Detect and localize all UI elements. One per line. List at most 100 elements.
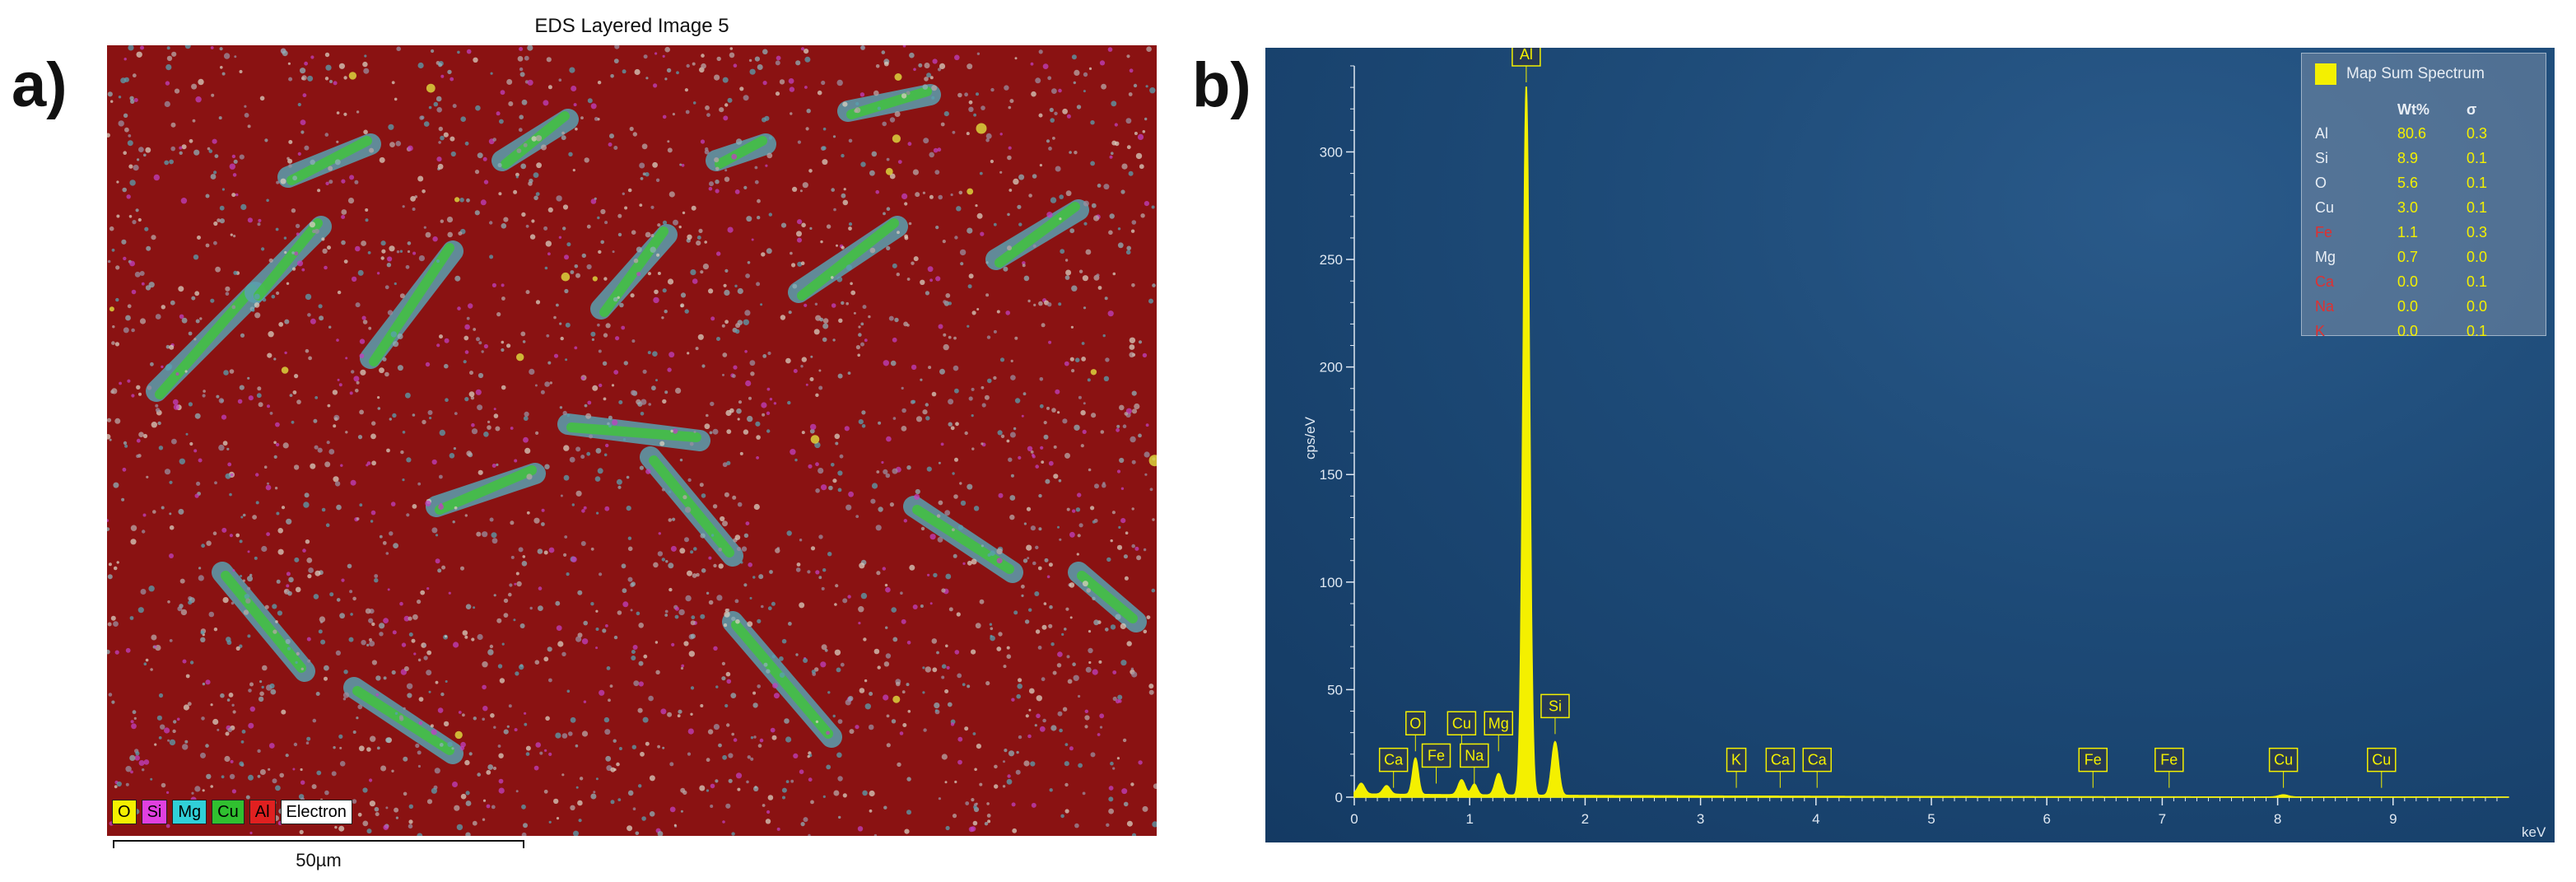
results-wt: 5.6 xyxy=(2397,174,2419,191)
peak-label-box xyxy=(1540,693,1570,719)
peak-label-text: Si xyxy=(1549,698,1562,714)
x-tick-label: 0 xyxy=(1350,811,1358,827)
legend-chip-mg: Mg xyxy=(172,800,207,824)
results-row: Mg 0.7 0.0 xyxy=(2315,245,2524,269)
peak-label-text: Na xyxy=(1465,747,1484,763)
results-sigma: 0.1 xyxy=(2467,273,2488,290)
peak-label-box xyxy=(1484,711,1513,736)
spectrum-plot: 0 50 100 150 200 250 300 0 1 2 3 4 5 6 7 8 9 Al O Cu Mg Si Ca… xyxy=(1302,48,2546,840)
peak-label-text: Al xyxy=(1520,48,1533,63)
results-sigma: 0.3 xyxy=(2467,124,2488,142)
eds-map-texture xyxy=(107,45,1157,836)
peak-label-text: Mg xyxy=(1488,715,1509,731)
results-element: O xyxy=(2315,174,2327,191)
peak-label-text: Ca xyxy=(1771,752,1791,768)
peak-label-text: Fe xyxy=(1428,747,1445,763)
peak-label: Ca xyxy=(1378,747,1409,788)
peak-label-text: Ca xyxy=(1808,752,1828,768)
panel-b-label: b) xyxy=(1192,50,1251,120)
results-row: Al 80.6 0.3 xyxy=(2315,121,2524,146)
peak-label-text: Fe xyxy=(2085,752,2102,768)
results-row: Na 0.0 0.0 xyxy=(2315,294,2524,319)
results-element: Ca xyxy=(2315,273,2335,290)
y-tick-label: 50 xyxy=(1327,682,1343,698)
peak-label-box xyxy=(2154,747,2184,772)
peak-label-text: Cu xyxy=(2372,752,2391,768)
x-tick-label: 4 xyxy=(1812,811,1819,827)
legend-chip-al: Al xyxy=(249,800,276,824)
results-row: Cu 3.0 0.1 xyxy=(2315,195,2524,220)
peak-label-box xyxy=(1512,48,1541,67)
results-sigma: 0.1 xyxy=(2467,322,2488,339)
scale-bar xyxy=(113,840,524,848)
results-wt: 80.6 xyxy=(2397,124,2427,142)
peak-label-box xyxy=(1802,747,1832,772)
panel-a-label: a) xyxy=(12,50,68,120)
results-wt: 0.7 xyxy=(2397,248,2419,265)
results-col-wt: Wt% xyxy=(2397,101,2429,118)
element-legend: O Si Mg Cu Al Electron xyxy=(112,800,352,824)
peak-label-box xyxy=(2268,747,2299,772)
peak-label-box xyxy=(1405,711,1426,736)
spectrum-chart: 0 50 100 150 200 250 300 0 1 2 3 4 5 6 7 8 9 Al O Cu Mg Si Ca… xyxy=(1265,48,2555,842)
peak-label-box xyxy=(1446,711,1477,736)
peak-label-box xyxy=(1421,743,1451,768)
results-col-sigma: σ xyxy=(2467,101,2477,118)
peak-label-box xyxy=(2078,747,2108,772)
y-tick-label: 100 xyxy=(1320,575,1343,590)
peak-label: Fe xyxy=(2078,747,2108,788)
peak-label: Fe xyxy=(2154,747,2184,788)
x-tick-label: 8 xyxy=(2274,811,2281,827)
eds-layered-map: O Si Mg Cu Al Electron xyxy=(107,45,1157,836)
legend-chip-o: O xyxy=(112,800,137,824)
peak-label: Na xyxy=(1460,743,1489,784)
y-tick-label: 250 xyxy=(1320,252,1343,268)
peak-label-text: K xyxy=(1731,752,1741,768)
x-tick-label: 2 xyxy=(1581,811,1589,827)
x-tick-label: 7 xyxy=(2159,811,2166,827)
results-element: Si xyxy=(2315,149,2329,166)
results-wt: 1.1 xyxy=(2397,223,2419,240)
y-tick-label: 0 xyxy=(1335,790,1343,805)
peak-label-text: Cu xyxy=(1452,715,1471,731)
results-row: Ca 0.0 0.1 xyxy=(2315,269,2524,294)
results-panel: Map Sum Spectrum Wt% σ Al 80.6 0.3 Si 8.9 0.1… xyxy=(2301,53,2546,339)
peak-label: Cu xyxy=(2367,747,2397,788)
peak-label: Ca xyxy=(1802,747,1832,788)
results-element: Mg xyxy=(2315,248,2336,265)
results-element: K xyxy=(2315,322,2326,339)
peak-label: Cu xyxy=(2268,747,2299,788)
results-sigma: 0.3 xyxy=(2467,223,2488,240)
peak-label-box xyxy=(2367,747,2397,772)
results-table: Wt% σ Al 80.6 0.3 Si 8.9 0.1 O 5.6 0.1 Cu 3.0 0.1 Fe… xyxy=(2315,101,2524,343)
peak-label-text: Ca xyxy=(1384,752,1404,768)
series-swatch xyxy=(2315,63,2336,85)
results-row: O 5.6 0.1 xyxy=(2315,170,2524,195)
x-tick-label: 3 xyxy=(1697,811,1704,827)
results-element: Al xyxy=(2315,124,2329,142)
y-tick-label: 150 xyxy=(1320,467,1343,483)
results-element: Na xyxy=(2315,297,2335,315)
y-tick-label: 200 xyxy=(1320,360,1343,376)
x-tick-label: 5 xyxy=(1927,811,1935,827)
results-element: Cu xyxy=(2315,198,2335,216)
peak-label-box xyxy=(1378,747,1409,772)
results-row: K 0.0 0.1 xyxy=(2315,319,2524,343)
results-row: Fe 1.1 0.3 xyxy=(2315,220,2524,245)
peak-label: Al xyxy=(1512,48,1541,82)
results-sigma: 0.1 xyxy=(2467,149,2488,166)
results-sigma: 0.0 xyxy=(2467,297,2488,315)
results-wt: 0.0 xyxy=(2397,322,2419,339)
peak-label: K xyxy=(1726,747,1747,788)
peak-label: Si xyxy=(1540,693,1570,735)
x-tick-label: 6 xyxy=(2043,811,2050,827)
peak-label-text: O xyxy=(1409,715,1421,731)
results-wt: 0.0 xyxy=(2397,273,2419,290)
peak-label-text: Cu xyxy=(2274,752,2293,768)
y-tick-label: 300 xyxy=(1320,144,1343,160)
y-axis-title: cps/eV xyxy=(1302,416,1318,460)
results-col-element xyxy=(2315,101,2397,121)
legend-chip-si: Si xyxy=(141,800,168,824)
peak-label: Mg xyxy=(1484,711,1513,752)
peak-label: Cu xyxy=(1446,711,1477,752)
